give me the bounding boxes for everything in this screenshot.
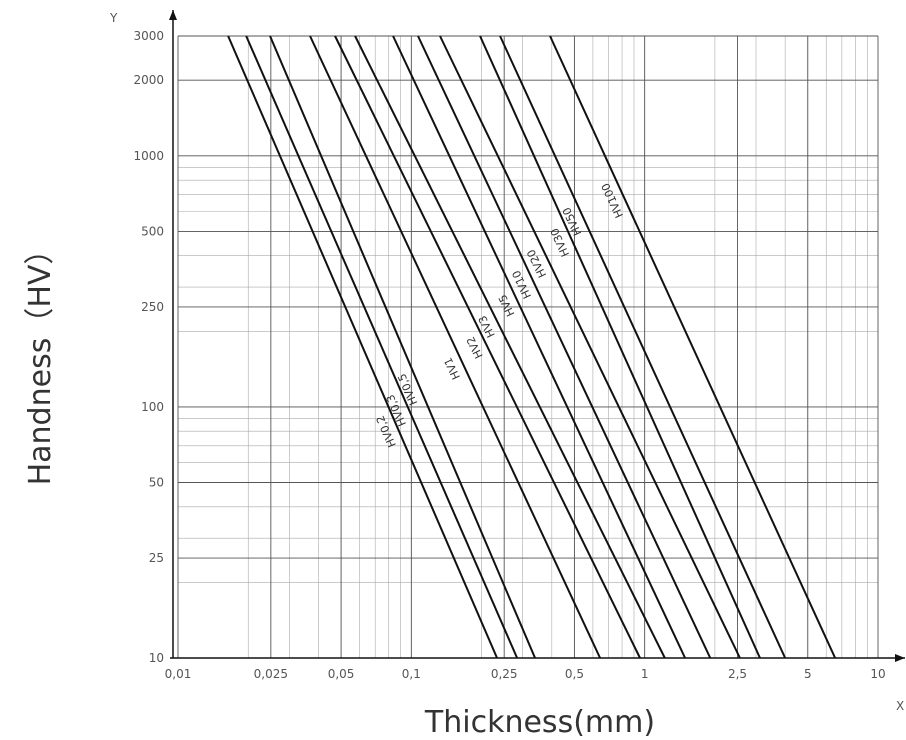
series-line (245, 35, 519, 659)
y-axis-title: Handness（HV） (23, 235, 58, 486)
x-tick-label: 5 (804, 667, 812, 681)
y-tick-label: 500 (141, 224, 164, 238)
series-line (479, 35, 761, 659)
y-tick-label: 250 (141, 300, 164, 314)
y-tick-label: 50 (149, 475, 164, 489)
series-line (227, 35, 498, 659)
y-tick-label: 3000 (133, 29, 164, 43)
y-axis-letter: Y (109, 11, 118, 25)
series-line (392, 35, 686, 659)
x-tick-label: 0,025 (254, 667, 288, 681)
x-tick-label: 0,25 (491, 667, 518, 681)
x-tick-label: 1 (641, 667, 649, 681)
series-line (549, 35, 837, 659)
series-line (439, 35, 741, 659)
x-axis-letter: X (896, 699, 904, 713)
x-arrow (895, 654, 905, 662)
x-tick-label: 2,5 (728, 667, 747, 681)
y-tick-label: 1000 (133, 149, 164, 163)
x-tick-label: 0,01 (165, 667, 192, 681)
y-tick-label: 2000 (133, 73, 164, 87)
series-line (499, 35, 787, 659)
series-line (269, 35, 536, 659)
y-tick-label: 25 (149, 551, 164, 565)
x-tick-label: 0,1 (402, 667, 421, 681)
x-axis-title: Thickness(mm) (424, 705, 655, 740)
x-tick-label: 10 (870, 667, 885, 681)
series-label: HV20 (524, 247, 549, 279)
series-line (309, 35, 601, 659)
series-line (334, 35, 641, 659)
y-arrow (169, 10, 177, 20)
y-tick-label: 100 (141, 400, 164, 414)
x-tick-label: 0,05 (328, 667, 355, 681)
series-line (417, 35, 712, 659)
series-line (354, 35, 666, 659)
x-tick-label: 0,5 (565, 667, 584, 681)
y-tick-label: 10 (149, 651, 164, 665)
